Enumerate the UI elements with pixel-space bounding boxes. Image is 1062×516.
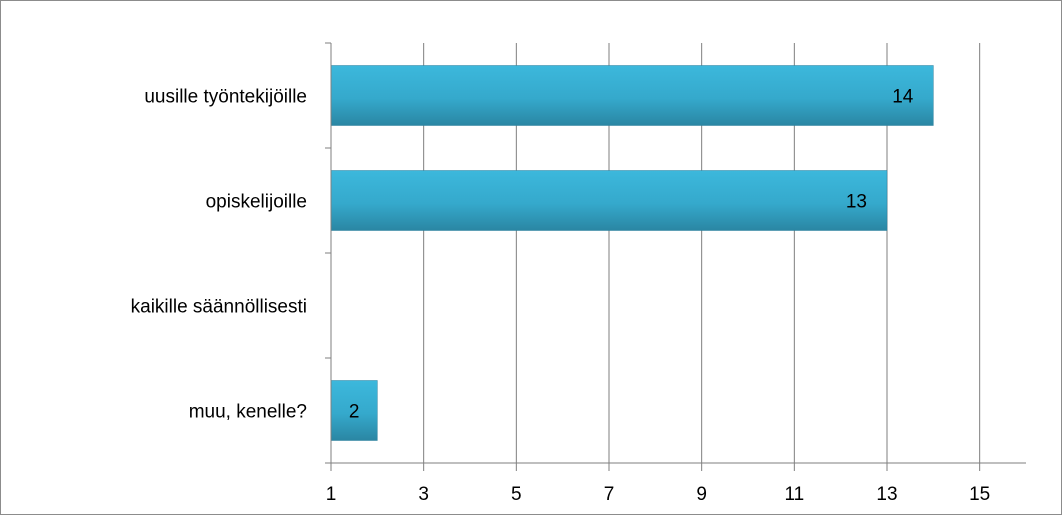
category-label-1: uusille työntekijöille xyxy=(144,87,307,108)
category-label-4: muu, kenelle? xyxy=(189,402,307,423)
axes xyxy=(325,42,1026,471)
bar-2 xyxy=(330,170,888,231)
x-tick-label-9: 9 xyxy=(696,484,707,505)
x-tick-label-13: 13 xyxy=(876,484,897,505)
x-tick-label-11: 11 xyxy=(784,484,804,505)
x-tick-label-7: 7 xyxy=(604,484,615,505)
category-label-3: kaikille säännöllisesti xyxy=(131,297,307,318)
data-label-1: 14 xyxy=(892,87,914,108)
category-label-2: opiskelijoille xyxy=(206,192,307,213)
data-label-4: 2 xyxy=(349,402,360,423)
x-tick-label-15: 15 xyxy=(969,484,990,505)
x-tick-label-3: 3 xyxy=(418,484,429,505)
x-tick-label-1: 1 xyxy=(326,484,337,505)
x-tick-label-5: 5 xyxy=(511,484,522,505)
data-label-2: 13 xyxy=(846,192,867,213)
bar-1 xyxy=(330,65,934,126)
bars xyxy=(330,65,934,441)
